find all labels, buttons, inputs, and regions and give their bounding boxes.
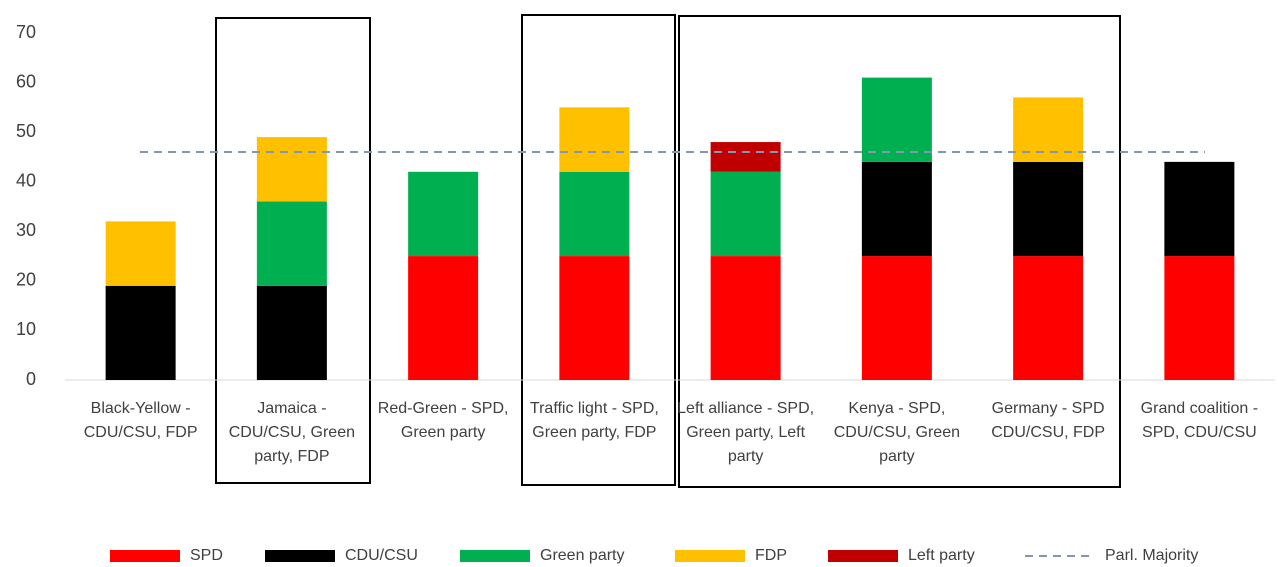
legend-label: Parl. Majority xyxy=(1105,547,1198,564)
legend-label: FDP xyxy=(755,547,787,564)
x-tick-label: Traffic light - SPD, Green party, FDP xyxy=(529,400,659,441)
bar-segment xyxy=(256,137,327,202)
bar-segment xyxy=(1013,256,1084,380)
y-tick-label: 20 xyxy=(16,270,36,290)
y-tick-label: 0 xyxy=(26,369,36,389)
bar-segment xyxy=(105,285,176,380)
legend-swatch xyxy=(110,550,180,562)
bar-segment xyxy=(559,256,630,380)
bar-segment xyxy=(710,171,781,257)
highlight-box xyxy=(521,14,676,486)
legend-swatch xyxy=(265,550,335,562)
bar-segment xyxy=(559,107,630,172)
x-tick-label: Black-Yellow - CDU/CSU, FDP xyxy=(83,400,198,441)
legend-swatch xyxy=(460,550,530,562)
highlight-box xyxy=(215,17,371,484)
x-tick-label: Grand coalition - SPD, CDU/CSU xyxy=(1140,400,1259,441)
bar-segment xyxy=(408,171,479,257)
legend-label: SPD xyxy=(190,547,223,564)
bar-segment xyxy=(559,171,630,257)
bar-segment xyxy=(710,142,781,172)
x-tick-label: Red-Green - SPD, Green party xyxy=(377,400,509,441)
bar-segment xyxy=(256,285,327,380)
y-tick-label: 30 xyxy=(16,220,36,240)
bar-segment xyxy=(256,201,327,286)
y-tick-label: 50 xyxy=(16,121,36,141)
bar-segment xyxy=(861,256,932,380)
y-tick-label: 60 xyxy=(16,71,36,91)
x-tick-label: Kenya - SPD, CDU/CSU, Green party xyxy=(833,400,960,465)
legend-swatch xyxy=(828,550,898,562)
bar-segment xyxy=(861,161,932,257)
y-tick-label: 70 xyxy=(16,22,36,42)
bar-segment xyxy=(861,77,932,162)
bar-segment xyxy=(1164,256,1235,380)
y-tick-label: 40 xyxy=(16,170,36,190)
legend-label: CDU/CSU xyxy=(345,547,418,564)
bar-segment xyxy=(1013,161,1084,257)
legend-label: Left party xyxy=(908,547,975,564)
x-tick-label: Left alliance - SPD, Green party, Left p… xyxy=(677,400,815,465)
bar-segment xyxy=(105,221,176,286)
x-tick-label: Germany - SPD CDU/CSU, FDP xyxy=(991,400,1106,441)
legend-swatch xyxy=(675,550,745,562)
legend-label: Green party xyxy=(540,547,624,564)
highlight-box xyxy=(678,15,1121,488)
bar-segment xyxy=(1164,161,1235,257)
x-tick-label: Jamaica - CDU/CSU, Green party, FDP xyxy=(228,400,355,465)
y-tick-label: 10 xyxy=(16,319,36,339)
bar-segment xyxy=(710,256,781,380)
bar-segment xyxy=(408,256,479,380)
